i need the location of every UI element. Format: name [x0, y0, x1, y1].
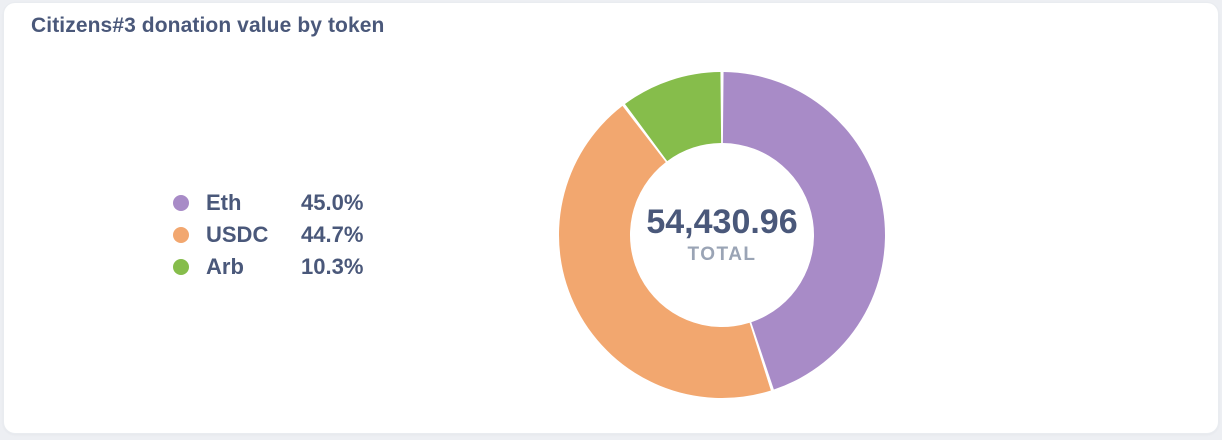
legend-label: Eth — [206, 190, 242, 215]
legend-value: 10.3% — [301, 254, 364, 279]
legend-label: USDC — [206, 222, 269, 247]
legend-value: 44.7% — [301, 222, 364, 247]
donut-svg — [559, 72, 885, 399]
donut-segment-usdc[interactable] — [559, 105, 771, 399]
chart-title: Citizens#3 donation value by token — [31, 14, 385, 37]
donut-segment-arb[interactable] — [624, 72, 722, 162]
donut-chart: 54,430.96 TOTAL — [549, 62, 895, 408]
legend-label: Arb — [206, 254, 244, 279]
donut-segment-eth[interactable] — [722, 72, 885, 390]
legend-dot-eth — [173, 195, 189, 211]
legend-row-arb[interactable]: Arb 10.3% — [173, 251, 363, 283]
legend-value: 45.0% — [301, 190, 364, 215]
legend-row-usdc[interactable]: USDC 44.7% — [173, 219, 363, 251]
chart-legend: Eth 45.0% USDC 44.7% Arb 10.3% — [173, 187, 363, 283]
legend-dot-usdc — [173, 227, 189, 243]
chart-card: Citizens#3 donation value by token Eth 45… — [3, 2, 1219, 434]
legend-dot-arb — [173, 259, 189, 275]
legend-row-eth[interactable]: Eth 45.0% — [173, 187, 363, 219]
